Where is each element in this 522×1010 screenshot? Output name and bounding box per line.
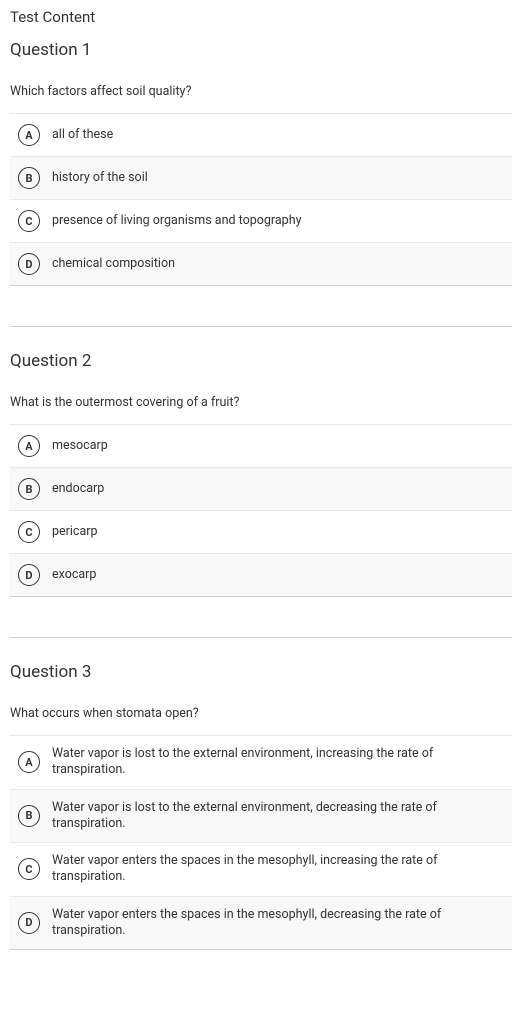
option-letter-circle: B — [18, 167, 40, 189]
option-text: endocarp — [52, 481, 104, 497]
option-row[interactable]: B endocarp — [10, 467, 512, 510]
option-text: Water vapor is lost to the external envi… — [52, 800, 504, 833]
option-row[interactable]: D Water vapor enters the spaces in the m… — [10, 896, 512, 950]
option-text: history of the soil — [52, 170, 148, 186]
question-block: Question 1 Which factors affect soil qua… — [10, 40, 512, 286]
option-row[interactable]: C presence of living organisms and topog… — [10, 199, 512, 242]
option-text: Water vapor enters the spaces in the mes… — [52, 853, 504, 886]
question-block: Question 3 What occurs when stomata open… — [10, 662, 512, 950]
option-text: pericarp — [52, 524, 98, 540]
page-title: Test Content — [10, 8, 512, 26]
question-block: Question 2 What is the outermost coverin… — [10, 351, 512, 597]
options-list: A Water vapor is lost to the external en… — [10, 735, 512, 950]
option-letter-circle: D — [18, 564, 40, 586]
section-divider — [10, 637, 512, 638]
option-letter-circle: D — [18, 912, 40, 934]
option-row[interactable]: D chemical composition — [10, 242, 512, 285]
question-title: Question 2 — [10, 351, 512, 371]
options-list: A all of these B history of the soil C p… — [10, 113, 512, 286]
option-text: chemical composition — [52, 256, 175, 272]
option-text: Water vapor enters the spaces in the mes… — [52, 907, 504, 940]
options-list: A mesocarp B endocarp C pericarp D exoca… — [10, 424, 512, 597]
option-row[interactable]: C pericarp — [10, 510, 512, 553]
option-text: all of these — [52, 127, 113, 143]
option-text: Water vapor is lost to the external envi… — [52, 746, 504, 779]
question-title: Question 1 — [10, 40, 512, 60]
question-prompt: What is the outermost covering of a frui… — [10, 395, 512, 410]
option-text: mesocarp — [52, 438, 108, 454]
section-divider — [10, 326, 512, 327]
option-row[interactable]: A all of these — [10, 113, 512, 156]
option-row[interactable]: D exocarp — [10, 553, 512, 596]
option-row[interactable]: B history of the soil — [10, 156, 512, 199]
question-prompt: Which factors affect soil quality? — [10, 84, 512, 99]
option-letter-circle: C — [18, 521, 40, 543]
option-letter-circle: D — [18, 253, 40, 275]
option-letter-circle: B — [18, 805, 40, 827]
option-row[interactable]: B Water vapor is lost to the external en… — [10, 789, 512, 843]
option-letter-circle: C — [18, 210, 40, 232]
option-row[interactable]: A mesocarp — [10, 424, 512, 467]
option-row[interactable]: A Water vapor is lost to the external en… — [10, 735, 512, 789]
option-letter-circle: A — [18, 435, 40, 457]
option-letter-circle: B — [18, 478, 40, 500]
option-text: exocarp — [52, 567, 96, 583]
option-text: presence of living organisms and topogra… — [52, 213, 302, 229]
question-prompt: What occurs when stomata open? — [10, 706, 512, 721]
question-title: Question 3 — [10, 662, 512, 682]
option-row[interactable]: C Water vapor enters the spaces in the m… — [10, 842, 512, 896]
option-letter-circle: A — [18, 124, 40, 146]
option-letter-circle: C — [18, 858, 40, 880]
option-letter-circle: A — [18, 751, 40, 773]
